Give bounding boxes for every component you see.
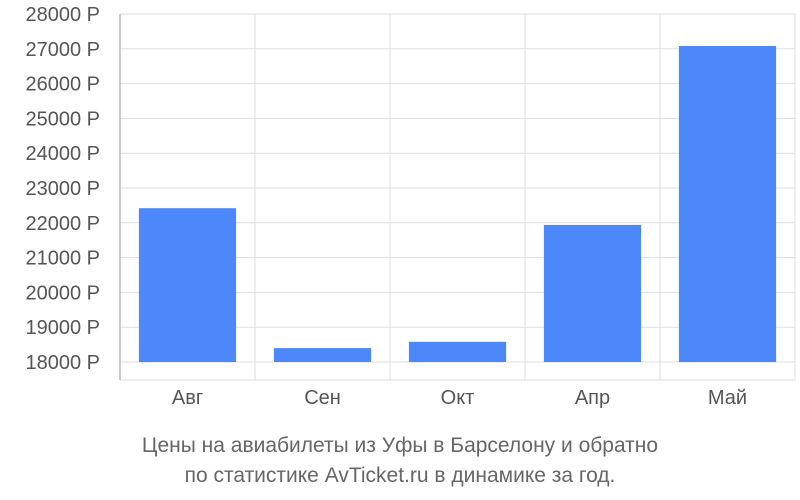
grid-lines xyxy=(120,13,796,381)
x-tick-label: Авг xyxy=(172,387,203,409)
y-tick-label: 19000 Р xyxy=(25,317,100,339)
y-tick-label: 26000 Р xyxy=(25,74,100,96)
y-tick-label: 25000 Р xyxy=(25,108,100,130)
bar xyxy=(138,208,237,362)
x-tick-label: Окт xyxy=(441,387,475,409)
chart-caption-line-2: по статистике AvTicket.ru в динамике за … xyxy=(184,464,616,487)
y-tick-label: 27000 Р xyxy=(25,39,100,61)
y-tick-label: 22000 Р xyxy=(25,213,100,235)
y-tick-label: 18000 Р xyxy=(25,352,100,374)
x-axis-ticks: Авг Сен Окт Апр Май xyxy=(172,387,747,409)
y-tick-label: 20000 Р xyxy=(25,282,100,304)
y-tick-label: 21000 Р xyxy=(25,248,100,270)
bar xyxy=(678,46,777,363)
bar xyxy=(273,348,372,362)
bar-chart: 18000 Р 19000 Р 20000 Р 21000 Р 22000 Р 23000… xyxy=(25,4,796,409)
y-tick-label: 23000 Р xyxy=(25,178,100,200)
bars xyxy=(138,46,777,363)
y-tick-label: 28000 Р xyxy=(25,4,100,26)
chart-caption-line-1: Цены на авиабилеты из Уфы в Барселону и … xyxy=(141,434,659,457)
y-axis-ticks: 18000 Р 19000 Р 20000 Р 21000 Р 22000 Р 23000… xyxy=(25,4,100,374)
bar xyxy=(408,341,507,362)
x-tick-label: Май xyxy=(708,387,747,409)
x-tick-label: Апр xyxy=(575,387,610,409)
y-tick-label: 24000 Р xyxy=(25,143,100,165)
bar xyxy=(543,224,642,362)
x-tick-label: Сен xyxy=(304,387,341,409)
